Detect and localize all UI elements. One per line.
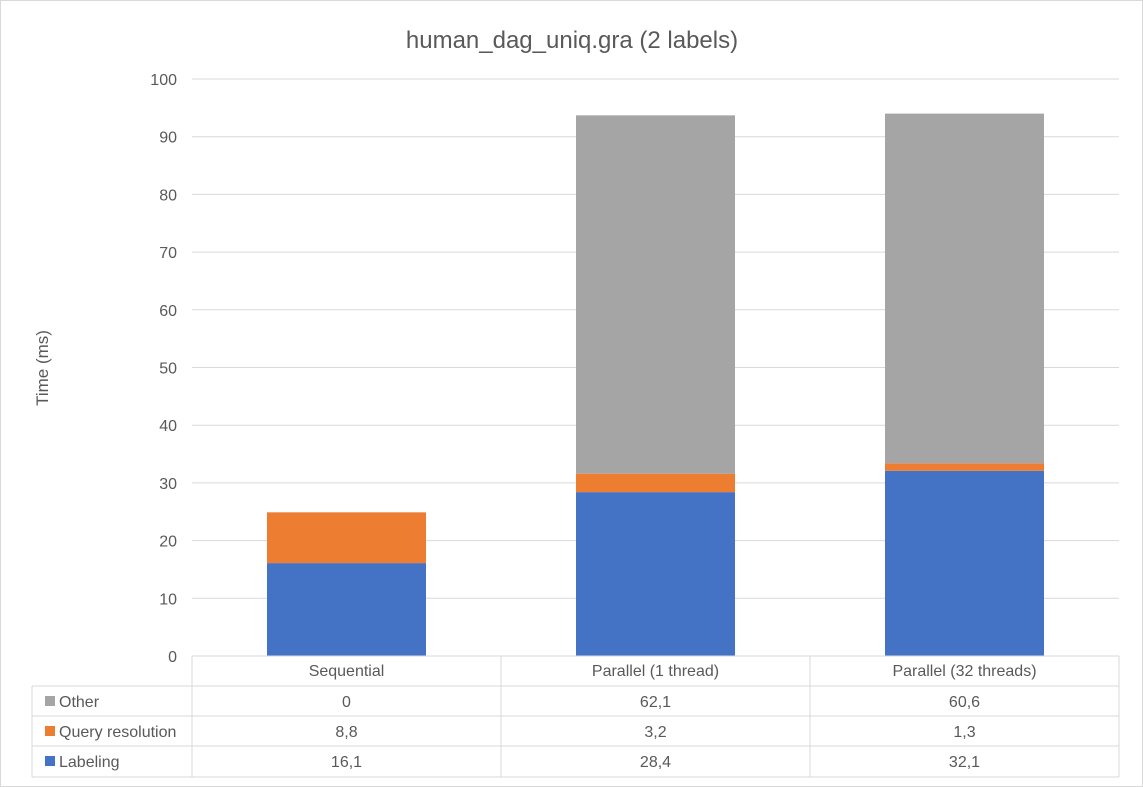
data-label: 16,1	[331, 754, 362, 771]
legend-entry: Labeling	[59, 754, 120, 771]
data-table: Sequential Parallel (1 thread) Parallel (3…	[31, 655, 1120, 778]
bar-segment-query-resolution	[576, 473, 735, 493]
y-tick-label: 90	[159, 130, 177, 147]
legend-swatch	[45, 696, 55, 706]
legend-swatch	[45, 756, 55, 766]
data-label: 1,3	[953, 724, 975, 741]
data-label: 3,2	[644, 724, 666, 741]
chart-title: human_dag_uniq.gra (2 labels)	[406, 27, 738, 54]
bar-segment-labeling	[267, 563, 426, 656]
data-label: 0	[342, 694, 351, 711]
y-tick-label: 100	[150, 72, 177, 89]
legend-swatch	[45, 726, 55, 736]
data-label: 32,1	[949, 754, 980, 771]
y-tick-label: 20	[159, 534, 177, 551]
y-axis-ticks: 0 10 20 30 40 50 60 70 80 90 100	[150, 72, 177, 666]
bars	[267, 113, 1044, 656]
x-category-label: Parallel (32 threads)	[892, 663, 1036, 680]
legend-entry: Query resolution	[59, 724, 176, 741]
bar-segment-labeling	[885, 470, 1044, 656]
bar-segment-other	[885, 113, 1044, 464]
data-label: 62,1	[640, 694, 671, 711]
y-tick-label: 30	[159, 476, 177, 493]
data-label: 8,8	[335, 724, 357, 741]
y-tick-label: 40	[159, 418, 177, 435]
bar-segment-other	[576, 115, 735, 474]
y-tick-label: 0	[168, 649, 177, 666]
y-tick-label: 10	[159, 591, 177, 608]
y-tick-label: 80	[159, 187, 177, 204]
y-tick-label: 70	[159, 245, 177, 262]
y-axis-label: Time (ms)	[33, 330, 52, 406]
x-category-label: Sequential	[309, 663, 385, 680]
data-label: 28,4	[640, 754, 671, 771]
bar-segment-query-resolution	[267, 512, 426, 564]
y-tick-label: 50	[159, 361, 177, 378]
y-tick-label: 60	[159, 303, 177, 320]
legend-entry: Other	[59, 694, 100, 711]
bar-segment-query-resolution	[885, 463, 1044, 471]
data-label: 60,6	[949, 694, 980, 711]
bar-segment-labeling	[576, 492, 735, 656]
x-category-label: Parallel (1 thread)	[592, 663, 719, 680]
